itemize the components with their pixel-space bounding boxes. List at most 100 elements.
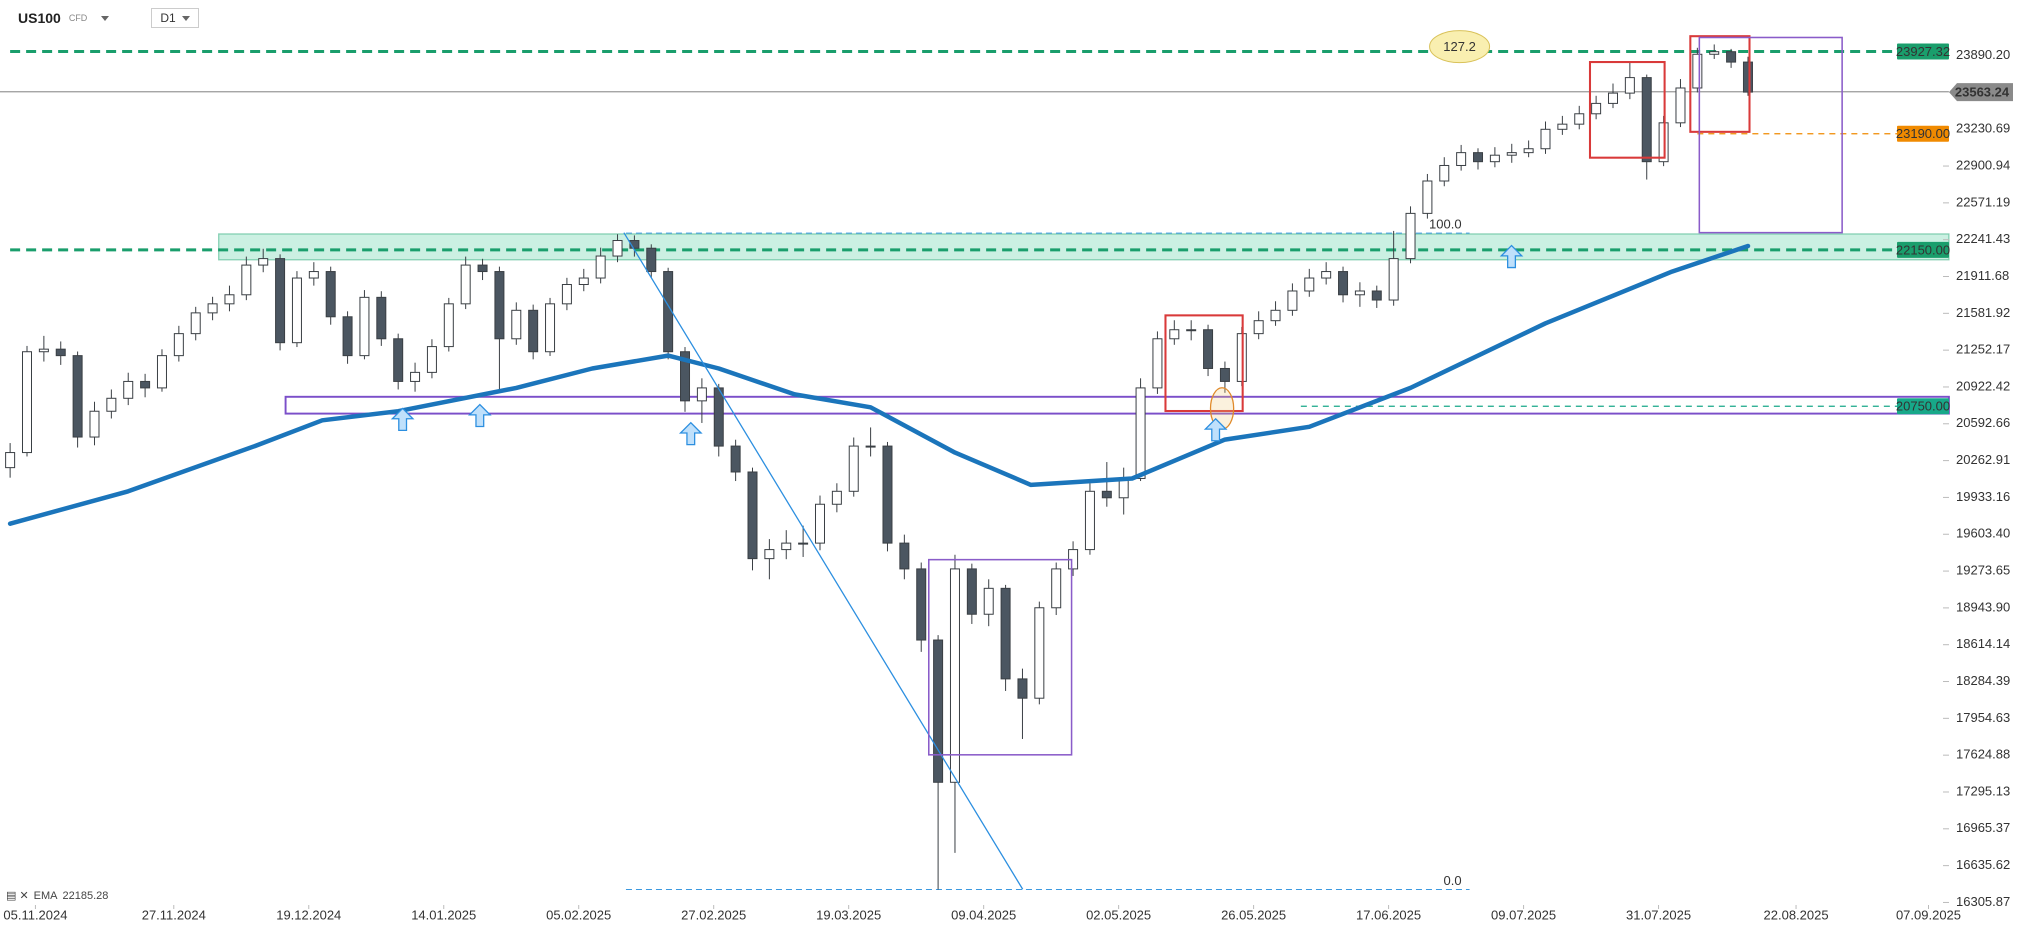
candle-body (1253, 320, 1264, 335)
indicator-value: 22185.28 (62, 889, 109, 902)
candle-body (1726, 51, 1737, 63)
candle-body (1506, 152, 1517, 156)
x-tick-label: 22.08.2025 (1764, 907, 1829, 922)
candle-body (545, 303, 556, 353)
y-tick-label: 16305.87 (1956, 894, 2010, 909)
market: CFD (68, 13, 88, 23)
candle-body (1388, 258, 1399, 301)
candle-body (1574, 113, 1585, 125)
candle-body (933, 639, 944, 783)
level-label-bg (1897, 43, 1949, 60)
candle-body (308, 271, 319, 279)
support-zone (218, 233, 1950, 261)
candle-body (1473, 152, 1484, 163)
candle-body (882, 445, 893, 544)
candle-body (325, 271, 336, 318)
level-label: 23927.32 (1896, 44, 1950, 59)
fib-label: 100.0 (1429, 217, 1462, 232)
y-tick-label: 19273.65 (1956, 563, 2010, 578)
candle-body (443, 303, 454, 348)
candle-body (1641, 77, 1652, 163)
x-tick-label: 31.07.2025 (1626, 907, 1691, 922)
candle-body (376, 296, 387, 340)
y-tick-label: 17295.13 (1956, 783, 2010, 798)
candle-body (1287, 290, 1298, 311)
y-tick-label: 19603.40 (1956, 526, 2010, 541)
x-tick-label: 07.09.2025 (1896, 907, 1961, 922)
y-tick-label: 23230.69 (1956, 121, 2010, 136)
candle-body (1000, 587, 1011, 680)
timeframe-select[interactable]: D1 (151, 8, 199, 28)
x-tick-label: 27.02.2025 (681, 907, 746, 922)
candle-body (275, 258, 286, 344)
candle-body (359, 296, 370, 357)
candle-body (949, 568, 960, 783)
x-tick-label: 17.06.2025 (1356, 907, 1421, 922)
candle-body (1675, 87, 1686, 124)
x-tick-label: 19.12.2024 (276, 907, 341, 922)
candle-body (55, 348, 66, 357)
candle-body (38, 348, 49, 353)
candle-body (460, 264, 471, 305)
candle-body (747, 471, 758, 560)
symbol[interactable]: US100 (18, 10, 61, 26)
y-tick-label: 22571.19 (1956, 194, 2010, 209)
y-tick-label: 23890.20 (1956, 47, 2010, 62)
level-label: 20750.00 (1896, 399, 1950, 414)
x-tick-label: 02.05.2025 (1086, 907, 1151, 922)
y-tick-label: 17954.63 (1956, 710, 2010, 725)
up-arrow (678, 421, 703, 446)
candle-body (561, 284, 572, 305)
x-tick-label: 05.02.2025 (546, 907, 611, 922)
candle-body (595, 255, 606, 279)
indicator-icons[interactable]: ▤ ✕ (6, 890, 29, 902)
axes: 23890.20 23230.69 22900.94 22571.19 22241.43… (3, 43, 2013, 922)
candle-body (21, 351, 32, 454)
candle-body (798, 542, 809, 545)
y-tick-label: 17624.88 (1956, 747, 2010, 762)
candle-body (1489, 154, 1500, 163)
candle-body (1135, 387, 1146, 479)
candle-body (1270, 309, 1281, 322)
candle-body (865, 445, 876, 448)
candle-body (629, 240, 640, 249)
highlight-box (1689, 35, 1751, 133)
candle-body (1051, 568, 1062, 609)
candle-body (696, 387, 707, 402)
candle-body (342, 316, 353, 357)
highlight-box (1588, 61, 1666, 159)
level-label-bg (1897, 125, 1949, 142)
candle-body (190, 312, 201, 335)
price-label: 23563.24 (1955, 85, 2010, 100)
level-label: 23190.00 (1896, 126, 1950, 141)
range-box (928, 558, 1073, 756)
arrows (390, 244, 1524, 446)
x-tick-label: 27.11.2024 (142, 907, 206, 922)
candle-body (1152, 338, 1163, 389)
candle-body (1017, 678, 1028, 699)
symbol-dropdown[interactable] (101, 15, 110, 21)
candle-body (494, 271, 505, 340)
x-tick-label: 19.03.2025 (816, 907, 881, 922)
y-tick-label: 20592.66 (1956, 415, 2010, 430)
up-arrow (467, 403, 492, 428)
x-tick-label: 26.05.2025 (1221, 907, 1286, 922)
y-tick-label: 19933.16 (1956, 489, 2010, 504)
candle-body (140, 380, 151, 389)
candle-body (241, 264, 252, 296)
indicator-name: EMA (33, 889, 58, 902)
y-tick-label: 18284.39 (1956, 673, 2010, 688)
candle-body (393, 338, 404, 382)
candle-body (173, 333, 184, 357)
candle-body (1203, 329, 1214, 369)
ema-line (7, 243, 1751, 526)
x-tick-label: 14.01.2025 (411, 907, 476, 922)
y-tick-label: 16635.62 (1956, 857, 2010, 872)
up-arrow (390, 407, 415, 432)
y-tick-label: 20922.42 (1956, 378, 2010, 393)
candle-body (1709, 51, 1720, 55)
candle-body (764, 549, 775, 560)
candle-body (781, 542, 792, 551)
candle-body (1338, 271, 1349, 296)
